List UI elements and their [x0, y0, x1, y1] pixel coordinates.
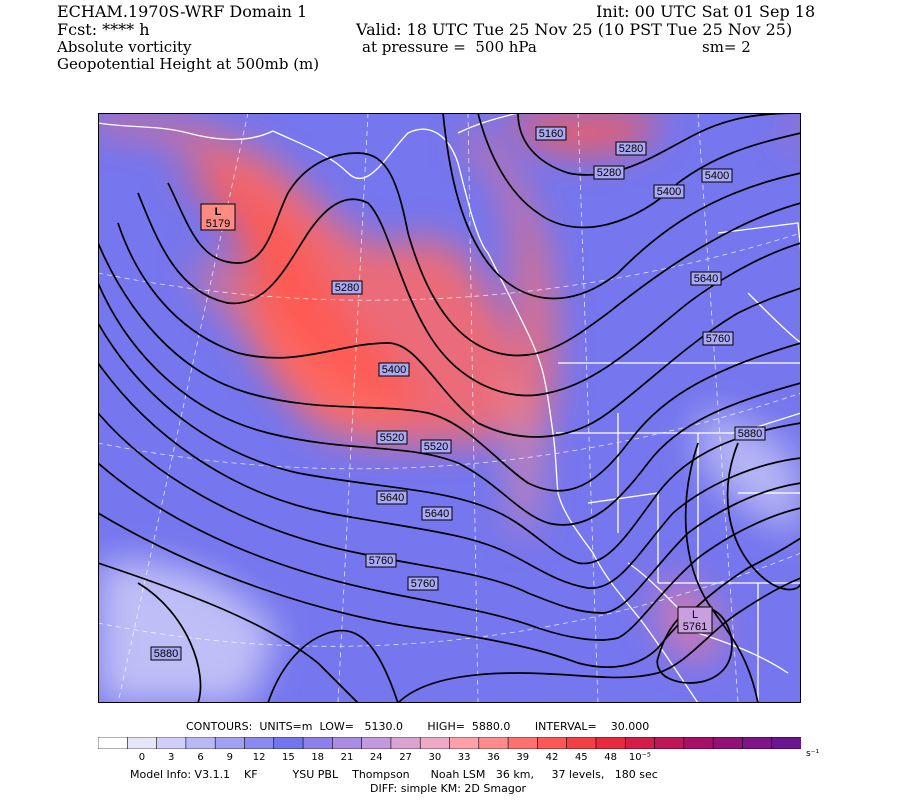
contour-label-text: 5880	[738, 428, 762, 440]
contour-label-text: 5880	[154, 648, 178, 660]
contour-label: 5520	[420, 439, 452, 454]
colorbar-swatch	[624, 737, 656, 749]
colorbar-tick-label: 27	[399, 752, 412, 763]
weather-map: 5160 5280 5280 5400 5400 5640 5760 5280 …	[98, 113, 801, 703]
colorbar-swatch	[361, 737, 392, 749]
contour-label: 5760	[407, 576, 439, 591]
contour-label-text: 5640	[425, 508, 449, 520]
contour-label: 5640	[376, 490, 408, 505]
init-time: Init: 00 UTC Sat 01 Sep 18	[596, 2, 816, 21]
colorbar-tick-label: 33	[457, 752, 471, 763]
low-symbol: L	[215, 206, 222, 218]
colorbar-tick-label: 6	[197, 752, 204, 763]
model-info: Model Info: V3.1.1 KF YSU PBL Thompson N…	[130, 768, 658, 781]
colorbar-swatch	[683, 737, 714, 749]
contour-label-text: 5160	[539, 128, 563, 140]
contour-label-text: 5520	[424, 441, 448, 453]
colorbar-swatch	[156, 737, 187, 749]
contour-labels: 5160 5280 5280 5400 5400 5640 5760 5280 …	[150, 126, 766, 661]
contour-label-text: 5640	[694, 273, 718, 285]
low-value: 5179	[206, 218, 230, 230]
low-value: 5761	[683, 621, 707, 633]
contour-label: 5760	[365, 553, 397, 568]
colorbar-swatch	[595, 737, 627, 749]
colorbar-swatch	[537, 737, 568, 749]
colorbar	[98, 737, 801, 749]
colorbar-swatch	[390, 737, 422, 749]
colorbar-tick-label: 45	[574, 752, 588, 763]
colorbar-tick-label: 42	[545, 752, 559, 763]
colorbar-tick-label: 48	[604, 752, 617, 763]
contour-label-text: 5640	[380, 492, 404, 504]
forecast-hour: Fcst: **** h	[57, 20, 150, 39]
contour-label: 5280	[593, 165, 625, 180]
colorbar-swatch	[771, 737, 801, 749]
contour-label: 5400	[378, 362, 410, 377]
field-name-geopotential: Geopotential Height at 500mb (m)	[57, 55, 320, 73]
pressure-level: at pressure = 500 hPa	[362, 38, 537, 56]
colorbar-swatch	[419, 737, 451, 749]
colorbar-swatch	[126, 737, 158, 749]
low-symbol: L	[692, 609, 698, 621]
colorbar-swatch	[185, 737, 216, 749]
colorbar-swatch	[742, 737, 773, 749]
contour-label-text: 5280	[619, 143, 643, 155]
colorbar-swatch	[712, 737, 744, 749]
colorbar-tick-label: 9	[226, 752, 233, 763]
contour-label: 5880	[734, 426, 766, 441]
contour-label-text: 5280	[335, 282, 359, 294]
colorbar-tick-label: 39	[516, 752, 530, 763]
contour-label-text: 5760	[369, 555, 393, 567]
valid-time: Valid: 18 UTC Tue 25 Nov 25 (10 PST Tue …	[356, 20, 793, 39]
smoothing: sm= 2	[702, 38, 751, 56]
contour-label: 5400	[701, 168, 733, 183]
colorbar-tick-label: 36	[487, 752, 500, 763]
contour-label-text: 5520	[380, 432, 404, 444]
colorbar-tick-label: 30	[428, 752, 442, 763]
colorbar-unit: s⁻¹	[806, 749, 820, 759]
colorbar-swatch	[332, 737, 363, 749]
colorbar-tick-label: 15	[282, 752, 295, 763]
contour-label: 5520	[376, 430, 408, 445]
colorbar-tick-label: 12	[252, 752, 266, 763]
colorbar-swatch	[302, 737, 334, 749]
contour-label: 5160	[535, 126, 567, 141]
contour-info: CONTOURS: UNITS=m LOW= 5130.0 HIGH= 5880…	[186, 720, 650, 733]
colorbar-swatch	[273, 737, 304, 749]
contour-label-text: 5400	[382, 364, 406, 376]
colorbar-swatch	[507, 737, 539, 749]
contour-label-text: 5760	[706, 333, 730, 345]
colorbar-swatch	[449, 737, 480, 749]
colorbar-swatch	[654, 737, 685, 749]
diff-info: DIFF: simple KM: 2D Smagor	[370, 782, 527, 795]
contour-label: 5280	[615, 141, 647, 156]
colorbar-swatch	[478, 737, 509, 749]
contour-label: 5640	[690, 271, 722, 286]
contour-label-text: 5280	[597, 167, 621, 179]
contour-label: 5400	[653, 184, 685, 199]
colorbar-swatch	[98, 737, 129, 749]
contour-label: 5640	[421, 506, 453, 521]
contour-label: 5760	[702, 331, 734, 346]
colorbar-swatch	[566, 737, 597, 749]
colorbar-tick-label: 10⁻⁵	[628, 752, 651, 763]
contour-label-text: 5400	[705, 170, 729, 182]
geopotential-contours	[98, 113, 801, 703]
field-name-vorticity: Absolute vorticity	[57, 38, 192, 56]
colorbar-tick-label: 21	[340, 752, 354, 763]
colorbar-tick-label: 0	[138, 752, 146, 763]
contour-label: 5880	[150, 646, 182, 661]
model-title: ECHAM.1970S-WRF Domain 1	[57, 2, 308, 21]
contour-label: 5280	[331, 280, 363, 295]
colorbar-tick-label: 3	[168, 752, 175, 763]
contour-label-text: 5400	[657, 186, 681, 198]
colorbar-tick-label: 18	[311, 752, 325, 763]
contour-label-text: 5760	[411, 578, 435, 590]
colorbar-swatch	[244, 737, 275, 749]
colorbar-tick-label: 24	[369, 752, 383, 763]
colorbar-swatch	[214, 737, 246, 749]
